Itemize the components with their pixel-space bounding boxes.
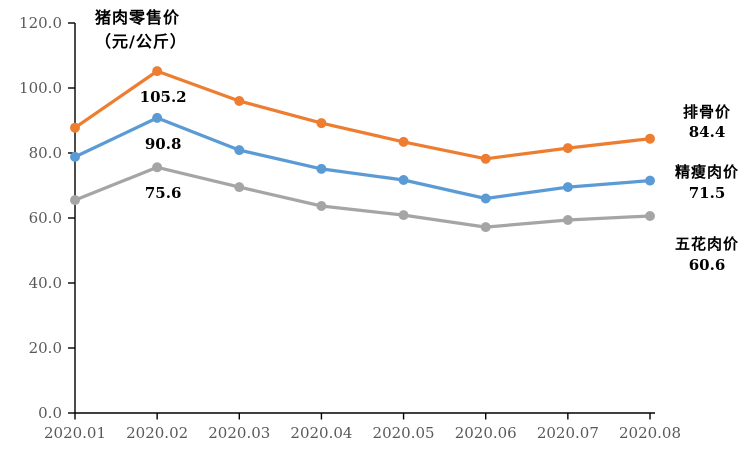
series-point-精瘦肉价 — [398, 175, 409, 185]
series-point-精瘦肉价 — [480, 193, 491, 204]
series-line-五花肉价 — [73, 165, 652, 229]
series-point-五花肉价 — [562, 215, 573, 225]
series-point-精瘦肉价 — [152, 112, 163, 123]
chart-title-line2: （元/公斤） — [95, 32, 187, 51]
series-point-排骨价 — [316, 118, 327, 129]
series-point-精瘦肉价 — [562, 182, 573, 193]
series-line-排骨价 — [73, 69, 652, 161]
chart-title: 猪肉零售价 （元/公斤） — [95, 6, 187, 54]
series-point-五花肉价 — [70, 195, 80, 206]
series-point-排骨价 — [562, 143, 573, 154]
series-point-排骨价 — [398, 136, 409, 147]
series-point-排骨价 — [152, 66, 163, 77]
series-point-精瘦肉价 — [70, 151, 80, 162]
series-point-排骨价 — [234, 96, 245, 106]
series-point-精瘦肉价 — [316, 163, 327, 174]
series-point-精瘦肉价 — [645, 175, 656, 186]
series-point-精瘦肉价 — [234, 145, 245, 156]
series-point-五花肉价 — [398, 210, 409, 221]
series-point-五花肉价 — [480, 222, 491, 233]
series-line-精瘦肉价 — [73, 116, 652, 201]
series-point-排骨价 — [70, 122, 80, 133]
series-point-排骨价 — [480, 153, 491, 164]
series-point-五花肉价 — [316, 201, 327, 211]
chart-title-line1: 猪肉零售价 — [95, 8, 181, 27]
series-point-五花肉价 — [645, 211, 656, 221]
series-point-五花肉价 — [234, 182, 245, 193]
series-point-五花肉价 — [152, 162, 163, 173]
series-point-排骨价 — [645, 133, 656, 144]
